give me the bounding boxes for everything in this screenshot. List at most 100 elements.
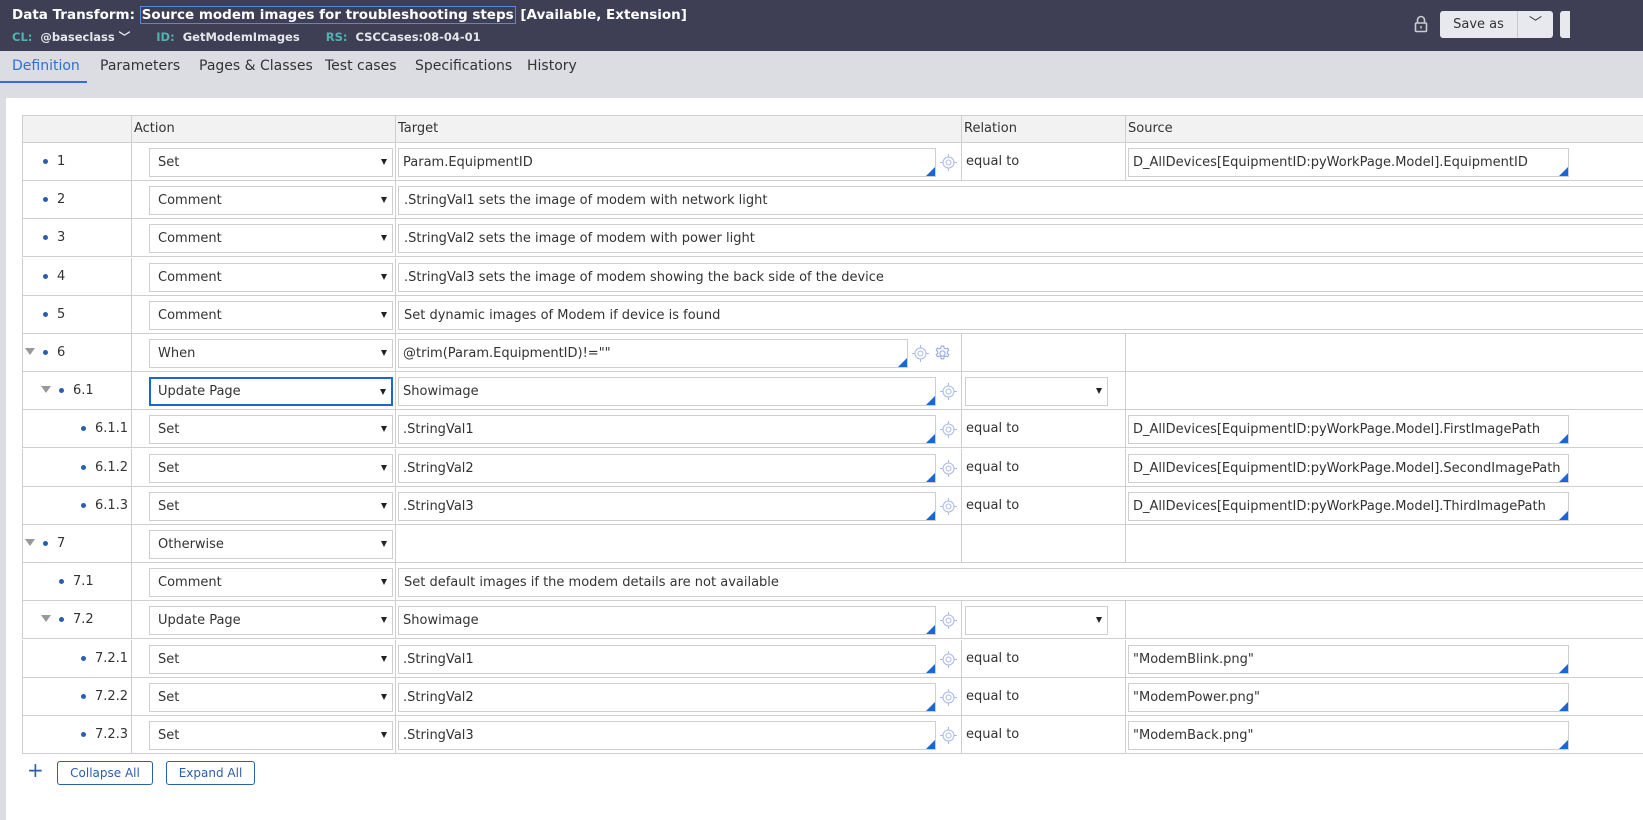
relation-cell	[961, 601, 1125, 640]
action-select[interactable]: Comment	[149, 300, 393, 330]
target-input[interactable]: .StringVal3	[398, 491, 936, 521]
comment-text: Set default images if the modem details …	[404, 575, 779, 591]
action-select[interactable]: Comment	[149, 262, 393, 292]
tab-definition[interactable]: Definition	[12, 58, 80, 74]
target-picker-icon[interactable]	[940, 154, 957, 171]
target-picker-icon[interactable]	[940, 497, 957, 515]
row-number-cell: 7.2.2	[22, 677, 131, 716]
source-input[interactable]: "ModemBack.png"	[1128, 721, 1569, 750]
add-row-icon[interactable]: +	[27, 758, 44, 782]
row-number-text: 4	[57, 268, 66, 284]
target-input[interactable]: .StringVal2	[398, 453, 936, 483]
target-input[interactable]: .StringVal1	[398, 415, 936, 445]
expand-all-button[interactable]: Expand All	[166, 761, 255, 785]
target-picker-icon[interactable]	[912, 345, 929, 362]
action-cell: Comment	[131, 257, 395, 296]
tab-parameters[interactable]: Parameters	[100, 58, 181, 74]
row-number: 7.1	[59, 574, 94, 589]
cl-value[interactable]: @baseclass ﹀	[40, 30, 130, 44]
action-select[interactable]: Set	[149, 491, 393, 521]
comment-input[interactable]: .StringVal2 sets the image of modem with…	[398, 224, 1643, 254]
source-input[interactable]: D_AllDevices[EquipmentID:pyWorkPage.Mode…	[1128, 415, 1569, 445]
target-input[interactable]: Showimage	[398, 377, 936, 407]
source-input[interactable]: "ModemPower.png"	[1128, 682, 1569, 712]
target-picker-icon[interactable]	[940, 383, 957, 401]
comment-cell: Set default images if the modem details …	[395, 563, 1643, 602]
source-input[interactable]: "ModemBlink.png"	[1128, 644, 1569, 674]
tab-specifications[interactable]: Specifications	[415, 58, 513, 74]
action-select[interactable]: Set	[149, 148, 393, 177]
action-select[interactable]: Set	[149, 644, 393, 674]
source-input[interactable]: D_AllDevices[EquipmentID:pyWorkPage.Mode…	[1128, 453, 1569, 483]
gear-icon[interactable]	[934, 345, 951, 362]
expand-toggle-icon[interactable]	[25, 539, 35, 546]
relation-select[interactable]	[965, 606, 1108, 636]
bullet-icon	[43, 311, 48, 317]
tab-pages-classes[interactable]: Pages & Classes	[199, 58, 313, 74]
cl-label: CL:	[12, 30, 33, 44]
action-select[interactable]: Update Page	[149, 606, 393, 636]
expand-toggle-icon[interactable]	[41, 615, 51, 623]
tab-test-cases[interactable]: Test cases	[325, 58, 397, 74]
collapse-all-button[interactable]: Collapse All	[57, 761, 153, 785]
target-input[interactable]: .StringVal1	[398, 644, 936, 674]
relation-cell	[961, 334, 1125, 372]
target-picker-icon[interactable]	[940, 459, 957, 477]
target-input[interactable]: @trim(Param.EquipmentID)!=""	[398, 339, 908, 368]
action-cell: Update Page	[131, 601, 395, 640]
source-cell: "ModemPower.png"	[1125, 677, 1643, 716]
comment-input[interactable]: .StringVal1 sets the image of modem with…	[398, 186, 1643, 216]
bullet-icon	[81, 655, 86, 661]
table-row: 7.2.1 Set .StringVal1 equal to "ModemBlink.p…	[22, 639, 1643, 678]
relation-select[interactable]	[965, 377, 1108, 407]
row-number: 7.2.1	[81, 651, 128, 666]
source-input[interactable]: D_AllDevices[EquipmentID:pyWorkPage.Mode…	[1128, 491, 1569, 521]
action-select[interactable]: Comment	[149, 186, 393, 216]
action-select[interactable]: Set	[149, 721, 393, 750]
more-button[interactable]	[1560, 11, 1570, 38]
target-input[interactable]: Param.EquipmentID	[398, 148, 936, 177]
target-picker-icon[interactable]	[940, 612, 957, 630]
row-number: 6	[43, 345, 65, 360]
target-picker-icon[interactable]	[940, 421, 957, 439]
rule-title: Data Transform: Source modem images for …	[12, 6, 687, 24]
action-value: Comment	[158, 269, 222, 285]
target-picker-icon[interactable]	[940, 650, 957, 668]
action-select[interactable]: Set	[149, 415, 393, 445]
target-text: .StringVal2	[403, 689, 474, 705]
source-cell	[1125, 525, 1643, 563]
row-number-text: 1	[57, 154, 66, 169]
action-cell: Comment	[131, 219, 395, 258]
action-select[interactable]: Comment	[149, 224, 393, 254]
action-select[interactable]: Update Page	[149, 377, 393, 407]
dropdown-arrow-icon	[381, 617, 387, 624]
action-select[interactable]: Set	[149, 682, 393, 712]
lock-icon[interactable]	[1414, 15, 1428, 33]
rule-name[interactable]: Source modem images for troubleshooting …	[139, 6, 516, 24]
tab-history[interactable]: History	[527, 58, 577, 74]
action-select[interactable]: Otherwise	[149, 530, 393, 559]
target-input[interactable]: .StringVal2	[398, 682, 936, 712]
source-input[interactable]: D_AllDevices[EquipmentID:pyWorkPage.Mode…	[1128, 148, 1569, 177]
save-as-dropdown-button[interactable]: ﹀	[1518, 11, 1553, 38]
comment-input[interactable]: Set default images if the modem details …	[398, 568, 1643, 598]
autocomplete-corner-icon	[926, 167, 935, 176]
row-number-text: 2	[57, 192, 66, 208]
comment-input[interactable]: Set dynamic images of Modem if device is…	[398, 300, 1643, 330]
target-picker-icon[interactable]	[940, 727, 957, 744]
target-cell: .StringVal3	[395, 486, 961, 525]
save-as-button[interactable]: Save as	[1440, 11, 1518, 38]
action-cell: Set	[131, 486, 395, 525]
action-select[interactable]: When	[149, 339, 393, 368]
expand-toggle-icon[interactable]	[41, 386, 51, 394]
comment-input[interactable]: .StringVal3 sets the image of modem show…	[398, 262, 1643, 292]
source-text: "ModemBlink.png"	[1133, 651, 1254, 667]
target-input[interactable]: Showimage	[398, 606, 936, 636]
expand-toggle-icon[interactable]	[25, 348, 35, 355]
action-select[interactable]: Set	[149, 453, 393, 483]
autocomplete-corner-icon	[926, 434, 935, 444]
row-number-cell: 7.2.3	[22, 716, 131, 754]
target-input[interactable]: .StringVal3	[398, 721, 936, 750]
target-picker-icon[interactable]	[940, 688, 957, 706]
action-select[interactable]: Comment	[149, 568, 393, 598]
